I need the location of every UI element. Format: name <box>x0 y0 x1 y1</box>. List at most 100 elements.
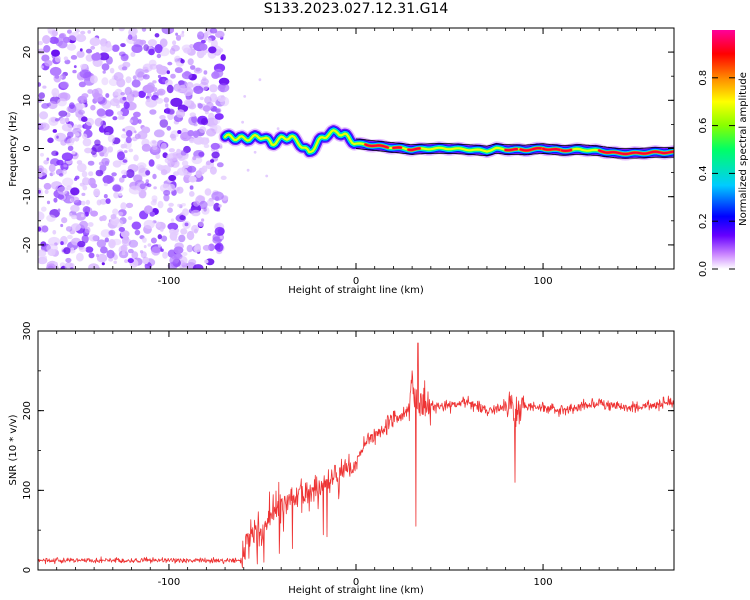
noise-blob <box>120 230 130 238</box>
noise-blob <box>172 40 177 46</box>
colorbar-ticks: 0.0 0.2 0.4 0.6 0.8 <box>698 70 735 277</box>
noise-blob <box>56 135 59 139</box>
noise-blob <box>112 208 119 216</box>
noise-blob <box>88 234 99 242</box>
noise-blob <box>162 251 169 259</box>
noise-blob <box>78 109 85 115</box>
noise-blob <box>207 37 212 43</box>
noise-blob <box>38 167 48 176</box>
noise-blob <box>198 221 204 227</box>
noise-blob <box>133 154 139 162</box>
noise-blob <box>127 216 133 221</box>
noise-blob <box>168 174 177 182</box>
noise-blob <box>110 214 117 220</box>
noise-blob <box>189 44 194 49</box>
noise-blob <box>162 78 166 83</box>
noise-blob <box>146 98 151 103</box>
noise-blob <box>81 192 86 196</box>
noise-blob <box>89 37 101 47</box>
snr-plot-area <box>38 331 674 570</box>
noise-blob <box>41 225 49 233</box>
noise-blob <box>175 109 186 118</box>
noise-blob <box>159 183 172 193</box>
noise-blob <box>57 40 68 49</box>
noise-blob <box>52 92 57 98</box>
colorbar-tick-label: 0.4 <box>698 165 709 181</box>
noise-blob <box>59 117 66 125</box>
noise-blob <box>38 211 45 221</box>
ridge-outline <box>355 148 674 159</box>
noise-blob <box>75 29 80 33</box>
noise-blob <box>42 123 47 128</box>
noise-blob <box>106 249 115 259</box>
noise-blob <box>190 65 196 70</box>
noise-blob <box>121 66 128 71</box>
noise-blob <box>186 230 195 241</box>
noise-blob <box>73 65 77 69</box>
noise-blob <box>181 30 185 34</box>
noise-blob <box>99 152 105 157</box>
noise-blob <box>197 31 205 40</box>
noise-blob <box>243 95 247 98</box>
noise-blob <box>90 183 98 189</box>
noise-blob <box>72 127 82 135</box>
noise-blob <box>85 199 91 205</box>
noise-blob <box>92 143 104 153</box>
noise-blob <box>174 67 183 74</box>
noise-blob <box>142 237 147 243</box>
noise-blob <box>55 168 64 176</box>
y-tick-label: -10 <box>22 189 33 205</box>
noise-blob <box>153 186 157 190</box>
noise-blob <box>129 119 133 123</box>
noise-blob <box>81 234 89 244</box>
noise-blob <box>108 257 114 262</box>
noise-blob <box>39 111 49 120</box>
noise-blob <box>156 53 162 59</box>
noise-blob <box>105 198 111 205</box>
noise-blob <box>192 73 198 79</box>
noise-blob <box>153 129 165 138</box>
noise-blob <box>187 165 197 173</box>
noise-blob <box>58 110 68 117</box>
noise-blob <box>174 238 179 242</box>
noise-blob <box>193 245 201 253</box>
noise-blob <box>186 244 193 253</box>
x-tick-label: -100 <box>158 577 181 588</box>
noise-blob <box>124 171 128 175</box>
noise-blob <box>155 64 163 70</box>
noise-blob <box>209 166 217 175</box>
noise-blob <box>166 84 174 94</box>
noise-blob <box>141 126 151 134</box>
noise-blob <box>253 150 257 154</box>
noise-blob <box>131 251 139 259</box>
noise-blob <box>130 52 136 57</box>
noise-blob <box>116 111 123 116</box>
noise-blob <box>123 101 130 109</box>
noise-blob <box>210 142 220 150</box>
noise-blob <box>38 226 42 232</box>
noise-blob <box>128 239 139 248</box>
noise-blob <box>182 208 189 216</box>
noise-blob <box>124 150 128 154</box>
noise-blob <box>70 55 78 60</box>
noise-blob <box>120 92 125 96</box>
noise-blob <box>149 63 158 70</box>
noise-blob <box>76 252 84 262</box>
noise-blob <box>144 205 153 215</box>
noise-blob <box>105 132 110 136</box>
noise-blob <box>109 67 115 74</box>
noise-blob <box>176 148 181 154</box>
noise-blob <box>120 53 129 62</box>
colorbar-gradient <box>712 30 735 269</box>
noise-blob <box>93 93 104 102</box>
noise-blob <box>143 69 149 74</box>
noise-blob <box>199 43 208 51</box>
noise-blob <box>217 83 230 93</box>
noise-blob <box>134 130 137 134</box>
noise-blob <box>142 74 150 80</box>
noise-blob <box>75 212 87 221</box>
noise-blob <box>94 117 104 127</box>
noise-blob <box>70 247 75 252</box>
noise-blob <box>82 177 90 186</box>
